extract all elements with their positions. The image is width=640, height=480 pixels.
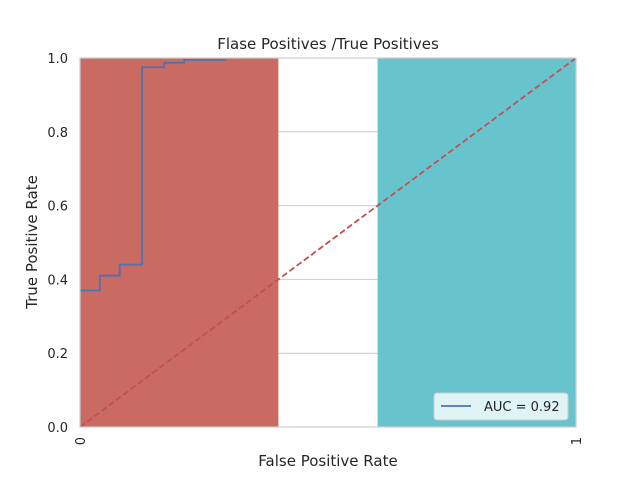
y-axis-label: True Positive Rate — [23, 175, 41, 310]
background-bars — [80, 58, 576, 427]
bar-0 — [80, 58, 279, 427]
x-tick-label: 1 — [570, 437, 585, 445]
legend-box — [433, 392, 569, 421]
y-tick-label: 0.8 — [47, 126, 68, 141]
y-tick-label: 1.0 — [47, 52, 68, 67]
legend-entry-label: AUC = 0.92 — [484, 400, 560, 415]
legend: AUC = 0.92 — [433, 392, 569, 421]
plot-frame — [79, 57, 577, 428]
y-tick-label: 0.0 — [47, 421, 68, 436]
x-axis-label: False Positive Rate — [258, 452, 397, 470]
plot-series — [79, 57, 577, 428]
axes-frame — [79, 57, 577, 428]
diagonal-reference-line — [79, 57, 577, 428]
y-tick-label: 0.6 — [47, 200, 68, 215]
chart-title: Flase Positives /True Positives — [217, 35, 439, 53]
tick-labels: 0.0 0.2 0.4 0.6 0.8 1.0 0 1 — [47, 52, 585, 445]
y-tick-label: 0.4 — [47, 273, 68, 288]
x-tick-label: 0 — [74, 437, 89, 445]
y-tick-label: 0.2 — [47, 347, 68, 362]
bar-1 — [377, 58, 576, 427]
roc-curve-line — [80, 58, 227, 292]
